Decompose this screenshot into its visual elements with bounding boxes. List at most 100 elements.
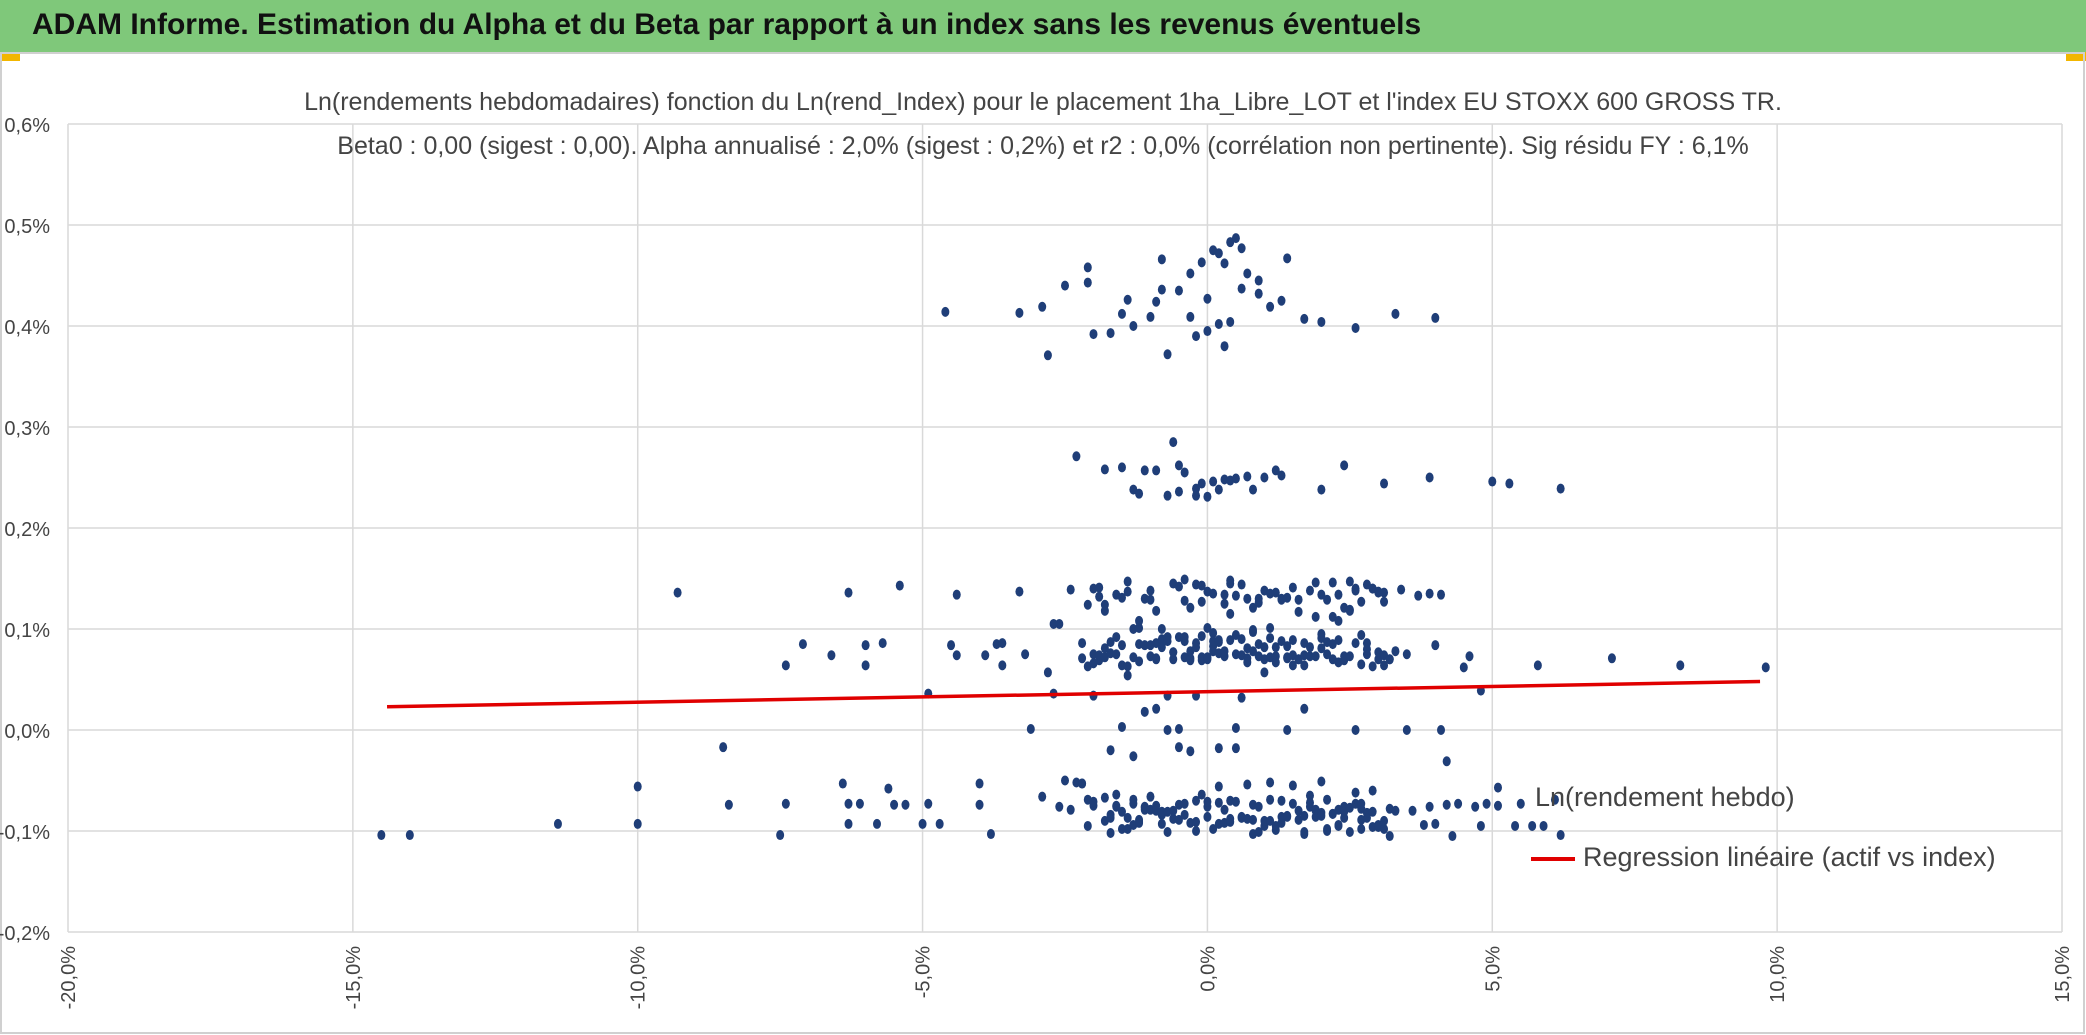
data-point	[1243, 779, 1252, 790]
data-point	[1157, 642, 1166, 653]
data-point	[1357, 630, 1366, 641]
data-point	[1368, 806, 1377, 817]
data-point	[1288, 780, 1297, 791]
data-point	[1533, 660, 1542, 671]
data-point	[1220, 341, 1229, 352]
data-point	[884, 783, 893, 794]
data-point	[1192, 795, 1201, 806]
data-point	[935, 818, 944, 829]
data-point	[1123, 586, 1132, 597]
data-point	[924, 798, 933, 809]
data-point	[1197, 596, 1206, 607]
data-point	[1214, 781, 1223, 792]
data-point	[1237, 283, 1246, 294]
data-point	[1140, 640, 1149, 651]
data-point	[1454, 798, 1463, 809]
data-point	[1117, 462, 1126, 473]
data-point	[1220, 804, 1229, 815]
chart-subtitle: Beta0 : 0,00 (sigest : 0,00). Alpha annu…	[337, 132, 1749, 160]
corner-marker-right	[2066, 52, 2086, 61]
data-point	[1465, 651, 1474, 662]
data-point	[1266, 777, 1275, 788]
data-point	[998, 638, 1007, 649]
data-point	[1169, 805, 1178, 816]
data-point	[1380, 587, 1389, 598]
data-point	[827, 650, 836, 661]
data-point	[998, 660, 1007, 671]
data-point	[1266, 794, 1275, 805]
data-point	[1425, 588, 1434, 599]
y-tick-label: 0,0%	[4, 721, 50, 743]
data-point	[1254, 288, 1263, 299]
data-point	[1180, 809, 1189, 820]
data-point	[1163, 349, 1172, 360]
data-point	[844, 818, 853, 829]
data-point	[1180, 595, 1189, 606]
data-point	[1174, 723, 1183, 734]
data-point	[1283, 811, 1292, 822]
data-point	[1391, 805, 1400, 816]
data-point	[781, 660, 790, 671]
data-point	[1026, 723, 1035, 734]
chart-plot-area: -0,2% -0,1% 0,0% 0,1% 0,2% 0,3% 0,4% 0,5% 0,6% -2…	[0, 52, 2085, 1034]
data-point	[1607, 653, 1616, 664]
data-point	[1351, 585, 1360, 596]
data-point	[1231, 743, 1240, 754]
data-point	[1493, 782, 1502, 793]
x-tick-label: -10,0%	[628, 946, 650, 1010]
data-point	[1197, 580, 1206, 591]
data-point	[1317, 776, 1326, 787]
data-point	[1152, 605, 1161, 616]
data-point	[1408, 805, 1417, 816]
data-point	[1186, 602, 1195, 613]
data-point	[1237, 243, 1246, 254]
data-point	[1351, 798, 1360, 809]
data-point	[1220, 589, 1229, 600]
data-point	[1117, 640, 1126, 651]
data-point	[1380, 815, 1389, 826]
data-point	[1334, 635, 1343, 646]
data-point	[1431, 640, 1440, 651]
data-point	[1214, 318, 1223, 329]
data-point	[1305, 642, 1314, 653]
data-point	[1237, 692, 1246, 703]
data-point	[1061, 280, 1069, 291]
regression-line	[387, 679, 1761, 709]
grid	[0, 52, 2085, 1034]
data-point	[377, 830, 386, 841]
data-point	[1431, 312, 1440, 323]
data-point	[1482, 798, 1491, 809]
data-point	[1231, 473, 1240, 484]
data-point	[1249, 646, 1258, 657]
data-point	[918, 818, 927, 829]
data-point	[1123, 294, 1132, 305]
data-point	[1169, 654, 1178, 665]
data-point	[1328, 577, 1337, 588]
data-point	[1157, 624, 1166, 634]
data-point	[1214, 797, 1223, 808]
data-point	[1100, 464, 1109, 475]
data-point	[633, 781, 642, 792]
data-point	[1505, 478, 1514, 489]
data-point	[1277, 470, 1286, 481]
data-point	[633, 818, 642, 829]
data-point	[781, 798, 790, 809]
data-point	[1197, 478, 1206, 489]
data-point	[890, 799, 899, 810]
data-point	[1055, 801, 1064, 812]
data-point	[1129, 751, 1138, 762]
data-point	[1397, 584, 1406, 595]
data-point	[1135, 488, 1144, 499]
data-point	[1425, 472, 1434, 483]
data-point	[1220, 258, 1229, 269]
data-point	[1186, 746, 1195, 757]
data-point	[1174, 814, 1183, 825]
data-point	[1203, 652, 1212, 663]
data-point	[844, 798, 853, 809]
legend-label-regression: Regression linéaire (actif vs index)	[1583, 842, 1996, 872]
legend-item-regression: Regression linéaire (actif vs index)	[1531, 842, 1996, 873]
data-point	[1209, 628, 1218, 639]
data-point	[673, 587, 682, 598]
data-point	[776, 830, 785, 841]
data-point	[1152, 296, 1161, 307]
